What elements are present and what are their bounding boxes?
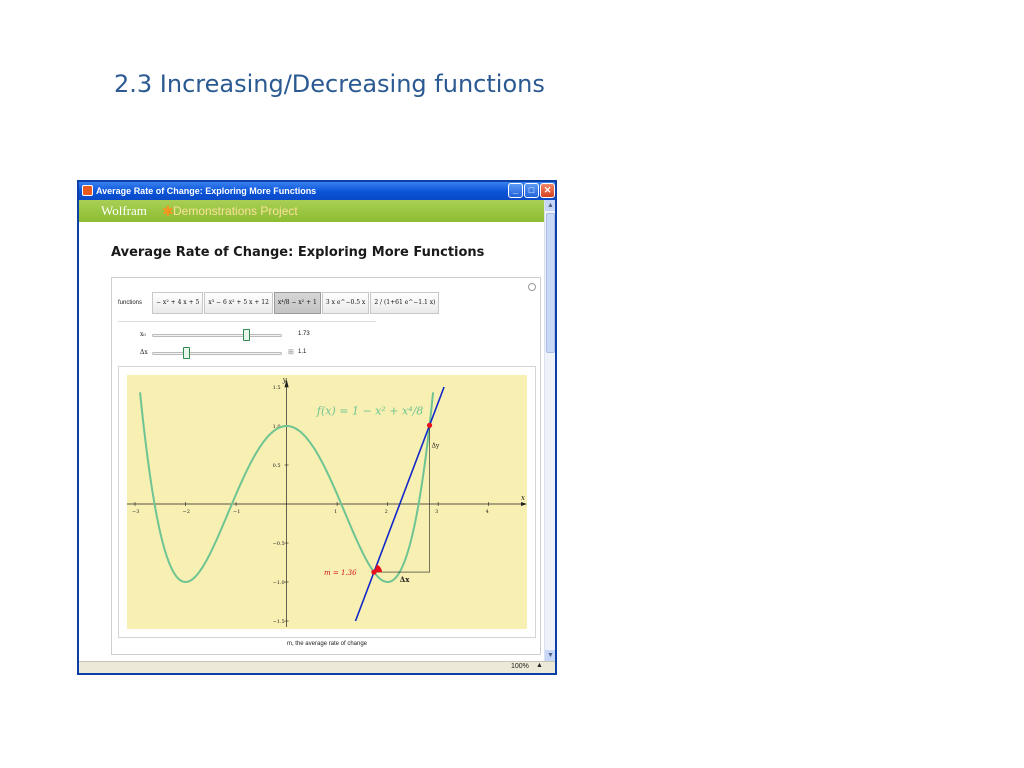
y-tick-label: −1.5 xyxy=(273,619,285,625)
slope-label: m = 1.36 xyxy=(324,569,357,577)
function-label: f(x) = 1 − x² + x⁴/8 xyxy=(316,404,423,417)
close-button[interactable]: ✕ xyxy=(540,183,555,198)
x-tick-label: 3 xyxy=(435,509,438,515)
x0-slider-thumb[interactable] xyxy=(242,329,250,341)
slide-title: 2.3 Increasing/Decreasing functions xyxy=(114,70,545,98)
x-tick-label: 1 xyxy=(334,509,337,515)
function-option[interactable]: 2 / (1+61 e^−1.1 x) xyxy=(370,292,440,314)
wolfram-brand: Wolfram xyxy=(101,203,147,218)
delta-triangle xyxy=(373,425,430,573)
secant-point-end xyxy=(426,422,433,428)
window-titlebar[interactable]: Average Rate of Change: Exploring More F… xyxy=(79,182,555,200)
dx-slider-thumb[interactable] xyxy=(182,347,190,359)
demo-content: Average Rate of Change: Exploring More F… xyxy=(79,222,544,662)
slope-angle-wedge xyxy=(373,564,382,573)
y-tick-label: 1.0 xyxy=(273,424,281,430)
x-tick-label: −2 xyxy=(183,509,190,515)
function-option[interactable]: − x² + 4 x + 5 xyxy=(152,292,204,314)
x0-label: x₀ xyxy=(140,331,146,338)
x0-value: 1.73 xyxy=(298,331,310,337)
dx-value: 1.1 xyxy=(298,349,307,355)
options-gear-icon[interactable] xyxy=(528,283,536,291)
y-tick-label: −0.5 xyxy=(273,541,285,547)
scroll-up-arrow-icon[interactable]: ▲ xyxy=(545,200,555,211)
y-tick-label: −1.0 xyxy=(273,580,285,586)
wolfram-banner: Wolfram ✱ Demonstrations Project xyxy=(79,200,544,222)
x-tick-label: −1 xyxy=(233,509,240,515)
delta-y-label: Δy xyxy=(432,442,440,449)
x-tick-label: 4 xyxy=(486,509,489,515)
plot-background xyxy=(127,375,527,629)
wolfram-project: Demonstrations Project xyxy=(173,204,298,218)
minimize-button[interactable]: _ xyxy=(508,183,523,198)
scroll-thumb[interactable] xyxy=(546,213,555,353)
x-tick-label: 2 xyxy=(385,509,388,515)
wolfram-star-icon: ✱ xyxy=(162,203,174,219)
status-bar: 100% ▲ xyxy=(79,661,555,673)
controls-divider xyxy=(118,321,376,322)
maximize-button[interactable]: □ xyxy=(524,183,539,198)
dx-slider-track[interactable] xyxy=(152,352,282,355)
plot-caption: m, the average rate of change xyxy=(286,641,368,647)
scroll-down-arrow-icon[interactable]: ▼ xyxy=(545,650,555,661)
function-option[interactable]: x³ − 6 x² + 5 x + 12 xyxy=(204,292,273,314)
delta-x-label: Δx xyxy=(400,575,410,584)
function-option[interactable]: 3 x e^−0.5 x xyxy=(321,292,370,314)
y-axis-label: y xyxy=(282,376,288,384)
expand-plus-icon[interactable]: ⊞ xyxy=(288,349,294,356)
functions-label: functions xyxy=(118,300,143,306)
function-curve xyxy=(139,392,435,584)
function-selector: − x² + 4 x + 5 x³ − 6 x² + 5 x + 12 x⁴/8… xyxy=(152,292,440,314)
window-title: Average Rate of Change: Exploring More F… xyxy=(96,186,317,196)
y-tick-label: 1.5 xyxy=(273,385,281,391)
plot-frame: x y −3 −2 −1 1 2 3 4 −1.5 −1.0 −0.5 0.5 1.0 1.5 Δx Δy m =… xyxy=(118,366,536,638)
y-tick-label: 0.5 xyxy=(273,463,281,469)
y-axis-arrow xyxy=(284,379,289,387)
zoom-arrow-icon[interactable]: ▲ xyxy=(536,662,543,669)
manipulate-panel: functions − x² + 4 x + 5 x³ − 6 x² + 5 x… xyxy=(111,277,541,655)
demo-title: Average Rate of Change: Exploring More F… xyxy=(111,245,485,260)
dx-label: Δx xyxy=(140,349,148,356)
zoom-level[interactable]: 100% xyxy=(511,663,529,670)
vertical-scrollbar[interactable]: ▲ ▼ xyxy=(544,200,555,661)
demo-window: Average Rate of Change: Exploring More F… xyxy=(77,180,557,675)
x-axis-label: x xyxy=(521,494,525,502)
secant-point-start xyxy=(371,569,377,575)
app-icon xyxy=(82,185,93,196)
rate-of-change-plot: x y −3 −2 −1 1 2 3 4 −1.5 −1.0 −0.5 0.5 1.0 1.5 Δx Δy m =… xyxy=(127,375,527,629)
x-axis-arrow xyxy=(521,502,527,506)
x-tick-label: −3 xyxy=(132,509,139,515)
function-option-selected[interactable]: x⁴/8 − x² + 1 xyxy=(273,292,321,314)
x0-slider-track[interactable] xyxy=(152,334,282,337)
